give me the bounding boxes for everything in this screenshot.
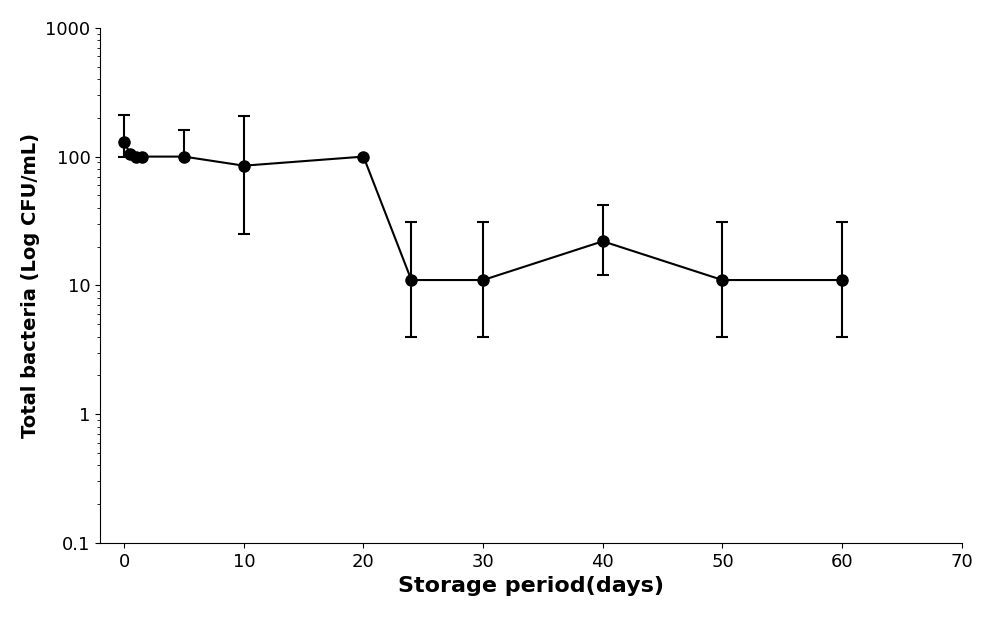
X-axis label: Storage period(days): Storage period(days): [398, 576, 664, 596]
Y-axis label: Total bacteria (Log CFU/mL): Total bacteria (Log CFU/mL): [21, 133, 40, 438]
